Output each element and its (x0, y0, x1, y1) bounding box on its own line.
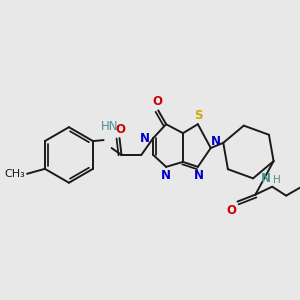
Text: CH₃: CH₃ (4, 169, 25, 179)
Text: N: N (194, 169, 204, 182)
Text: H: H (273, 175, 281, 185)
Text: N: N (161, 169, 171, 182)
Text: N: N (261, 172, 271, 185)
Text: O: O (152, 95, 162, 108)
Text: O: O (226, 204, 236, 217)
Text: O: O (116, 123, 125, 136)
Text: N: N (211, 135, 221, 148)
Text: HN: HN (101, 120, 118, 133)
Text: S: S (195, 109, 203, 122)
Text: N: N (140, 132, 150, 145)
